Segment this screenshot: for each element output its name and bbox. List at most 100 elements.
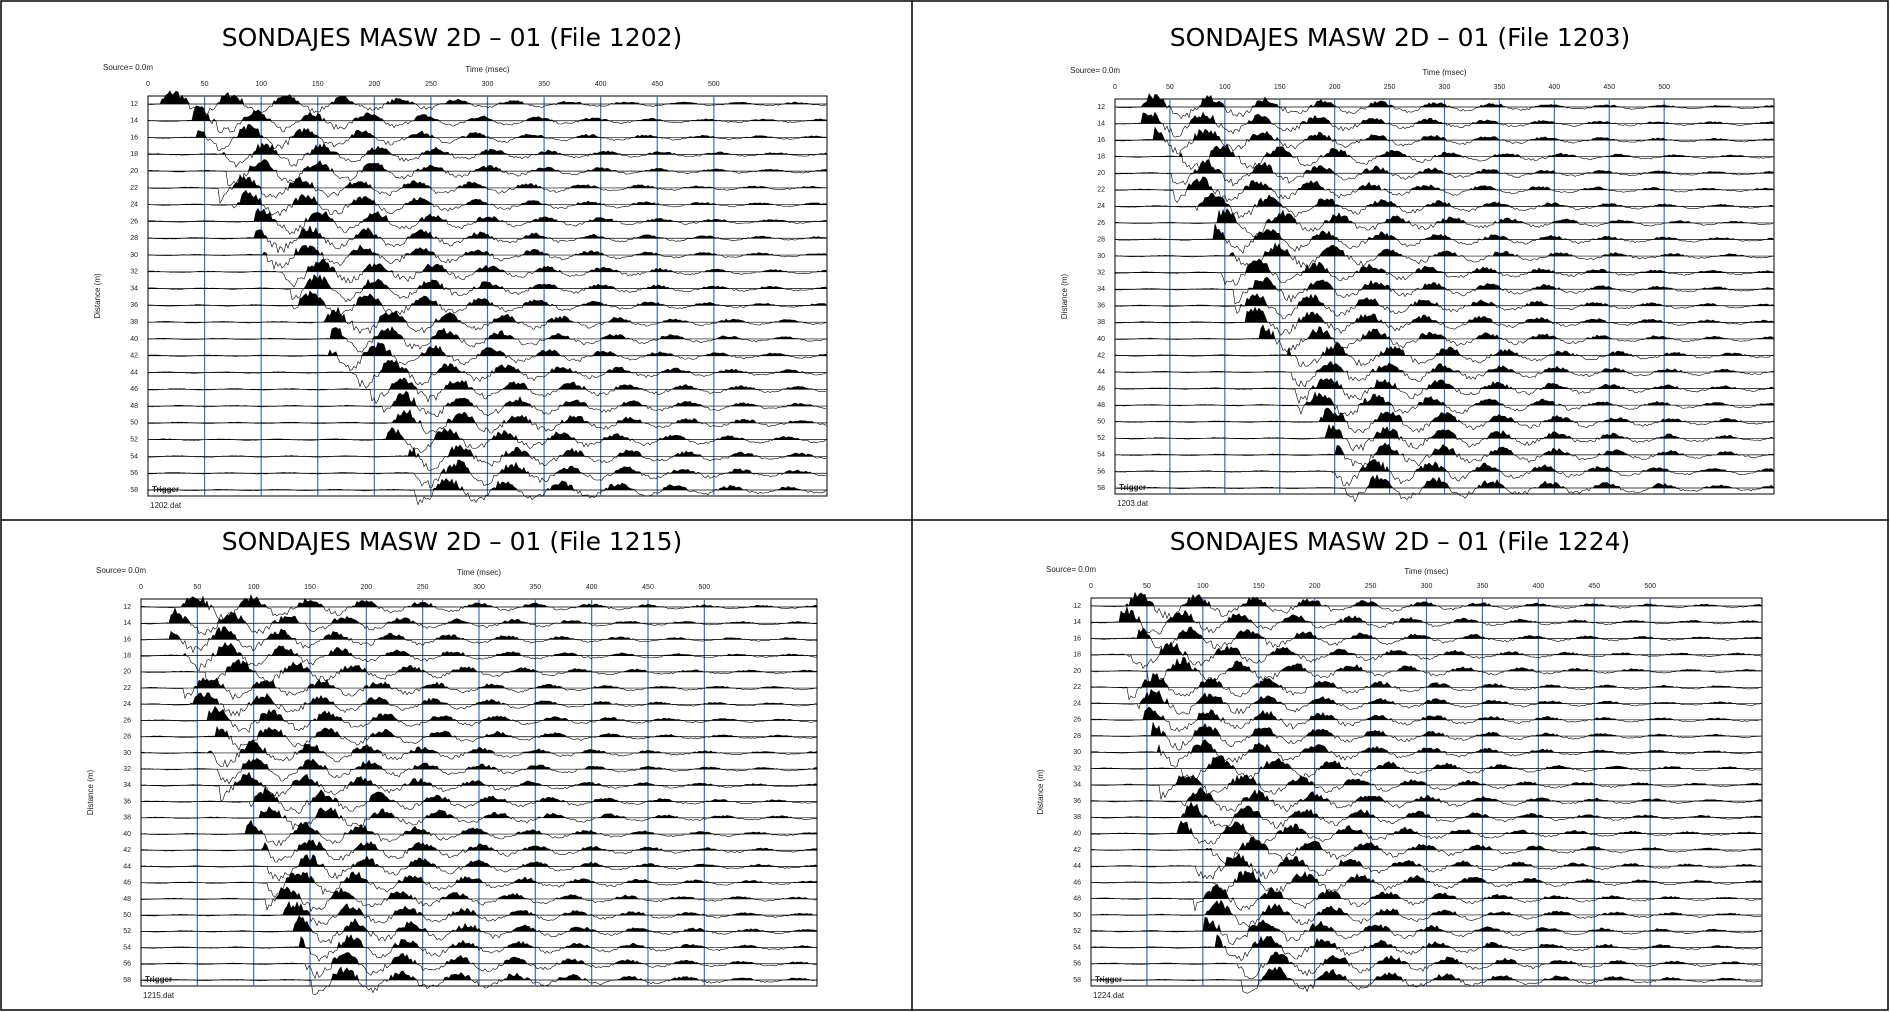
trace-fill bbox=[141, 726, 817, 737]
trace-fill bbox=[1091, 673, 1762, 688]
x-tick-label: 200 bbox=[360, 584, 372, 591]
x-tick-label: 450 bbox=[1588, 583, 1600, 590]
trace bbox=[1091, 605, 1762, 635]
y-tick-label: 52 bbox=[1073, 928, 1081, 935]
x-tick-label: 150 bbox=[312, 81, 324, 88]
trace-fill bbox=[1115, 443, 1774, 455]
y-tick-label: 36 bbox=[1073, 798, 1081, 805]
y-tick-label: 50 bbox=[123, 912, 131, 919]
x-tick-label: 450 bbox=[1603, 84, 1615, 91]
trace-fill bbox=[1115, 112, 1774, 124]
trigger-label: Trigger bbox=[1095, 975, 1122, 984]
x-tick-label: 0 bbox=[1113, 84, 1117, 91]
trace-fill bbox=[148, 274, 827, 289]
trace bbox=[147, 390, 826, 418]
trace bbox=[140, 705, 818, 734]
x-tick-label: 200 bbox=[1329, 84, 1341, 91]
y-tick-label: 42 bbox=[1073, 847, 1081, 854]
x-tick-label: 0 bbox=[139, 584, 143, 591]
y-tick-label: 22 bbox=[1073, 684, 1081, 691]
x-tick-label: 400 bbox=[586, 584, 598, 591]
trace bbox=[140, 786, 818, 814]
trace bbox=[147, 326, 827, 353]
trace bbox=[140, 593, 818, 620]
y-tick-label: 12 bbox=[130, 101, 138, 108]
trace bbox=[1091, 801, 1762, 829]
trace-fill bbox=[141, 692, 817, 705]
trace bbox=[1091, 899, 1762, 928]
trace bbox=[147, 189, 827, 217]
trace bbox=[1114, 407, 1774, 434]
y-tick-label: 18 bbox=[1073, 652, 1081, 659]
trace bbox=[141, 952, 817, 979]
y-tick-label: 24 bbox=[1097, 203, 1105, 210]
x-tick-label: 350 bbox=[1494, 84, 1506, 91]
file-label: 1224.dat bbox=[1093, 991, 1125, 1000]
y-tick-label: 38 bbox=[123, 815, 131, 822]
trace bbox=[147, 225, 826, 254]
trace-fill bbox=[1091, 870, 1762, 883]
x-tick-label: 500 bbox=[1644, 583, 1656, 590]
trace-fill bbox=[1115, 392, 1774, 406]
x-axis-label: Time (msec) bbox=[465, 65, 509, 74]
trace bbox=[141, 771, 818, 802]
file-label: 1215.dat bbox=[143, 991, 175, 1000]
x-tick-label: 300 bbox=[473, 584, 485, 591]
y-tick-label: 36 bbox=[130, 302, 138, 309]
panel: SONDAJES MASW 2D – 01 (File 1224) Source=… bbox=[1036, 527, 1763, 1000]
trace bbox=[1114, 258, 1773, 286]
trace bbox=[1090, 934, 1762, 962]
y-axis-label: Distance (m) bbox=[1036, 769, 1045, 815]
trace bbox=[1114, 360, 1774, 388]
x-axis-label: Time (msec) bbox=[457, 568, 501, 577]
x-tick-label: 250 bbox=[417, 584, 429, 591]
y-tick-label: 46 bbox=[1073, 879, 1081, 886]
trace-fill bbox=[141, 739, 817, 753]
trace bbox=[140, 641, 817, 672]
trace bbox=[1090, 774, 1762, 800]
trace bbox=[1114, 377, 1774, 405]
trace bbox=[1090, 706, 1762, 733]
panel-title: SONDAJES MASW 2D – 01 (File 1203) bbox=[1170, 23, 1631, 52]
trigger-label: Trigger bbox=[152, 485, 179, 494]
trace bbox=[140, 900, 818, 927]
y-tick-label: 32 bbox=[1073, 765, 1081, 772]
x-tick-label: 250 bbox=[1384, 84, 1396, 91]
trace-fill bbox=[1115, 474, 1774, 488]
x-tick-label: 200 bbox=[1309, 583, 1321, 590]
trace bbox=[140, 626, 818, 654]
trace bbox=[1091, 626, 1762, 653]
y-tick-label: 28 bbox=[123, 734, 131, 741]
y-tick-label: 20 bbox=[1097, 170, 1105, 177]
y-tick-label: 42 bbox=[130, 353, 138, 360]
trace bbox=[147, 142, 827, 168]
y-tick-label: 56 bbox=[1073, 961, 1081, 968]
y-tick-label: 12 bbox=[1097, 104, 1105, 111]
trace-fill bbox=[148, 124, 827, 138]
trace bbox=[1114, 192, 1774, 219]
trace bbox=[147, 477, 827, 506]
panel-title: SONDAJES MASW 2D – 01 (File 1224) bbox=[1170, 527, 1631, 556]
trace bbox=[140, 886, 818, 912]
y-tick-label: 18 bbox=[130, 151, 138, 158]
trace bbox=[148, 207, 827, 235]
trace-fill bbox=[141, 659, 817, 672]
y-tick-label: 16 bbox=[123, 636, 131, 643]
x-tick-label: 300 bbox=[1439, 84, 1451, 91]
y-tick-label: 22 bbox=[123, 685, 131, 692]
y-tick-label: 54 bbox=[123, 944, 131, 951]
y-tick-label: 40 bbox=[1073, 830, 1081, 837]
y-tick-label: 48 bbox=[123, 896, 131, 903]
trace bbox=[140, 757, 817, 785]
trace-fill bbox=[148, 105, 827, 121]
trace-fill bbox=[1091, 884, 1762, 899]
x-tick-label: 100 bbox=[248, 584, 260, 591]
trace bbox=[1114, 293, 1774, 320]
trace bbox=[147, 459, 827, 489]
y-tick-label: 44 bbox=[130, 369, 138, 376]
trace-fill bbox=[148, 245, 827, 256]
trace bbox=[147, 173, 826, 205]
x-tick-label: 400 bbox=[1548, 84, 1560, 91]
